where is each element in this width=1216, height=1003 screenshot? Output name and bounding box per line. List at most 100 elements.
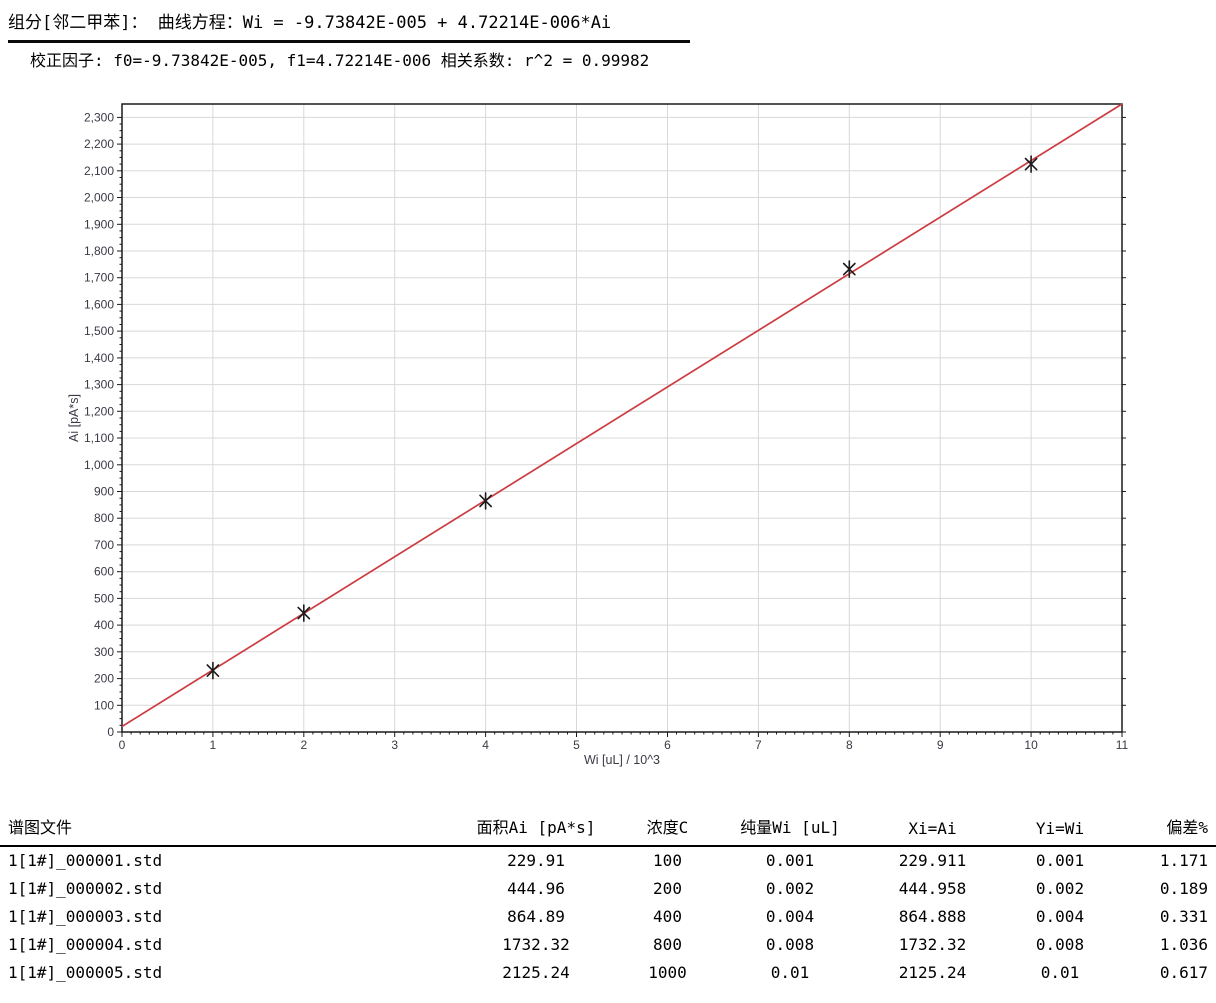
y-tick-label: 1,900 xyxy=(84,217,114,231)
x-tick-label: 1 xyxy=(210,738,217,752)
x-tick-label: 6 xyxy=(664,738,671,752)
cell-deviation: 0.189 xyxy=(1159,878,1208,898)
cell-concentration: 800 xyxy=(653,934,682,954)
cell-area: 864.89 xyxy=(507,906,565,926)
y-tick-label: 1,500 xyxy=(84,324,114,338)
cell-concentration: 100 xyxy=(653,851,682,870)
cell-yi: 0.008 xyxy=(1035,934,1085,954)
cell-yi: 0.01 xyxy=(1040,962,1080,982)
cell-area: 1732.32 xyxy=(502,934,570,954)
data-point-marker xyxy=(297,604,311,622)
cell-xi: 2125.24 xyxy=(898,962,967,982)
y-tick-label: 1,800 xyxy=(84,244,114,258)
fit-line xyxy=(121,103,1123,728)
cell-yi: 0.004 xyxy=(1035,906,1085,926)
cell-file: 1[1#]_000003.std xyxy=(8,906,163,926)
y-tick-label: 500 xyxy=(94,591,114,605)
x-tick-label: 11 xyxy=(1116,738,1129,752)
y-tick-label: 2,100 xyxy=(84,164,114,178)
y-tick-label: 900 xyxy=(94,485,114,499)
cell-deviation: 0.617 xyxy=(1159,962,1208,982)
y-axis-title: Ai [pA*s] xyxy=(67,394,81,442)
table-row: 1[1#]_000003.std 864.89 400 0.004 864.88… xyxy=(0,902,1216,930)
y-tick-label: 2,300 xyxy=(84,110,114,124)
cell-xi: 444.958 xyxy=(898,878,967,898)
table-row: 1[1#]_000004.std 1732.32 800 0.008 1732.… xyxy=(0,930,1216,958)
calibration-chart: 0 100 200 300 400 500 600 700 800 900 1,000 1,100 1,… xyxy=(0,88,1216,780)
cell-xi: 864.888 xyxy=(898,906,967,926)
y-tick-label: 300 xyxy=(94,645,114,659)
table-row: 1[1#]_000001.std 229.91 100 0.001 229.91… xyxy=(0,846,1216,874)
y-tick-label: 600 xyxy=(94,565,114,579)
cell-deviation: 1.171 xyxy=(1159,851,1208,870)
cell-xi: 1732.32 xyxy=(898,934,967,954)
y-tick-label: 100 xyxy=(94,698,114,712)
x-tick-label: 0 xyxy=(119,738,126,752)
x-tick-label: 3 xyxy=(391,738,398,752)
cell-area: 444.96 xyxy=(507,878,565,898)
calibration-table: 谱图文件 面积Ai [pA*s] 浓度C 纯量Wi [uL] Xi=Ai Yi=… xyxy=(0,812,1216,986)
cell-yi: 0.001 xyxy=(1035,851,1085,870)
y-tick-label: 0 xyxy=(107,725,114,739)
cell-file: 1[1#]_000004.std xyxy=(8,934,163,954)
cell-file: 1[1#]_000002.std xyxy=(8,878,163,898)
cell-amount: 0.008 xyxy=(765,934,815,954)
y-tick-label: 2,000 xyxy=(84,191,114,205)
cell-amount: 0.001 xyxy=(765,851,815,870)
component-equation-title: 组分[邻二甲苯]： 曲线方程：Wi = -9.73842E-005 + 4.72… xyxy=(8,10,690,43)
cell-area: 229.91 xyxy=(507,851,565,870)
y-tick-label: 1,700 xyxy=(84,271,114,285)
cell-concentration: 400 xyxy=(653,906,682,926)
x-tick-label: 10 xyxy=(1024,738,1038,752)
x-tick-label: 8 xyxy=(846,738,853,752)
column-header-amount: 纯量Wi [uL] xyxy=(715,812,865,847)
x-tick-label: 4 xyxy=(482,738,489,752)
data-point-markers xyxy=(206,155,1038,680)
column-header-yi: Yi=Wi xyxy=(1000,812,1120,847)
cell-concentration: 200 xyxy=(653,878,682,898)
cell-yi: 0.002 xyxy=(1035,878,1085,898)
column-header-concentration: 浓度C xyxy=(620,812,715,847)
gridlines xyxy=(122,104,1122,732)
data-point-marker xyxy=(1024,155,1038,173)
cell-deviation: 1.036 xyxy=(1159,934,1208,954)
cell-amount: 0.002 xyxy=(765,878,815,898)
x-tick-label: 5 xyxy=(573,738,580,752)
table-header-row: 谱图文件 面积Ai [pA*s] 浓度C 纯量Wi [uL] Xi=Ai Yi=… xyxy=(0,812,1216,847)
cell-concentration: 1000 xyxy=(648,962,687,982)
y-tick-labels: 0 100 200 300 400 500 600 700 800 900 1,000 1,100 1,… xyxy=(84,110,114,739)
cell-file: 1[1#]_000001.std xyxy=(8,851,163,870)
x-ticks xyxy=(121,732,1123,737)
data-point-marker xyxy=(206,661,220,680)
cell-area: 2125.24 xyxy=(502,962,570,982)
cell-amount: 0.004 xyxy=(765,906,815,926)
y-tick-label: 800 xyxy=(94,511,114,525)
column-header-file: 谱图文件 xyxy=(0,812,452,847)
y-tick-label: 1,000 xyxy=(84,458,114,472)
y-tick-label: 700 xyxy=(94,538,114,552)
calibration-factors-line: 校正因子: f0=-9.73842E-005, f1=4.72214E-006 … xyxy=(30,51,650,70)
y-tick-label: 2,200 xyxy=(84,137,114,151)
cell-amount: 0.01 xyxy=(770,962,810,982)
y-tick-label: 1,600 xyxy=(84,297,114,311)
cell-xi: 229.911 xyxy=(898,851,967,870)
column-header-deviation: 偏差% xyxy=(1120,812,1216,847)
y-tick-label: 1,400 xyxy=(84,351,114,365)
x-tick-labels: 0 1 2 3 4 5 6 7 8 9 10 11 xyxy=(119,738,1129,752)
y-tick-label: 1,100 xyxy=(84,431,114,445)
table-row: 1[1#]_000005.std 2125.24 1000 0.01 2125.… xyxy=(0,958,1216,986)
data-point-marker xyxy=(842,260,856,278)
column-header-xi: Xi=Ai xyxy=(865,812,1000,847)
cell-file: 1[1#]_000005.std xyxy=(8,962,163,982)
y-tick-label: 1,200 xyxy=(84,404,114,418)
table-row: 1[1#]_000002.std 444.96 200 0.002 444.95… xyxy=(0,874,1216,902)
x-tick-label: 9 xyxy=(937,738,944,752)
y-ticks xyxy=(117,116,1126,733)
cell-deviation: 0.331 xyxy=(1159,906,1208,926)
y-tick-label: 200 xyxy=(94,672,114,686)
x-tick-label: 7 xyxy=(755,738,762,752)
column-header-area: 面积Ai [pA*s] xyxy=(452,812,620,847)
x-tick-label: 2 xyxy=(300,738,307,752)
calibration-chart-svg: 01002003004005006007008009001,0001,1001,… xyxy=(67,103,1129,767)
